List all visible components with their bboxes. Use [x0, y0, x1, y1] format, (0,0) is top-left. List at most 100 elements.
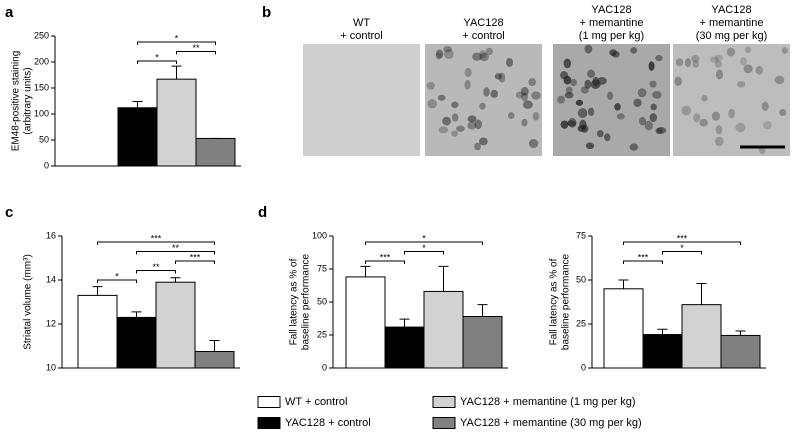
- cell: [528, 139, 539, 149]
- cell: [755, 65, 764, 75]
- cell: [710, 56, 719, 64]
- y-tick-label: 12: [46, 318, 56, 328]
- cell: [715, 125, 723, 135]
- cell: [464, 67, 472, 78]
- cell: [655, 54, 663, 62]
- bar: [642, 334, 683, 369]
- cell: [560, 120, 569, 129]
- cell: [611, 51, 620, 58]
- cell: [577, 125, 587, 132]
- image-caption: + control: [340, 30, 383, 42]
- significance-bracket: [365, 260, 405, 264]
- cell: [474, 142, 481, 151]
- cell: [616, 113, 625, 120]
- image-caption: + memantine: [700, 17, 764, 29]
- significance-bracket: [97, 241, 215, 245]
- bar: [345, 276, 386, 369]
- error-bar: [657, 328, 668, 335]
- cell: [649, 80, 657, 88]
- cell: [735, 122, 746, 133]
- cell: [692, 60, 700, 68]
- cell: [714, 60, 723, 68]
- error-bar: [209, 340, 220, 352]
- cell: [467, 121, 477, 130]
- bar: [194, 351, 235, 369]
- error-bar: [438, 265, 449, 292]
- error-bar: [132, 101, 143, 108]
- cell: [739, 57, 747, 66]
- cell: [781, 46, 788, 54]
- significance-label: ***: [380, 252, 391, 262]
- cell: [629, 143, 639, 151]
- legend-label: YAC128 + memantine (30 mg per kg): [460, 417, 642, 429]
- cell: [570, 78, 577, 87]
- cell: [685, 58, 692, 68]
- image-caption: WT: [353, 17, 370, 29]
- cell: [681, 105, 692, 116]
- y-axis-label: Fall latency as % of: [549, 258, 560, 345]
- cell: [630, 47, 638, 54]
- cell: [715, 69, 724, 80]
- cell: [494, 73, 503, 80]
- panel-label: b: [262, 4, 271, 21]
- y-tick-label: 100: [34, 108, 49, 118]
- cell: [522, 100, 533, 109]
- cell: [584, 44, 593, 54]
- y-tick-label: 10: [46, 362, 56, 372]
- significance-label: **: [152, 262, 160, 272]
- y-tick-label: 0: [581, 362, 586, 372]
- y-tick-label: 0: [44, 160, 49, 170]
- cell: [744, 46, 752, 54]
- bar: [384, 326, 425, 369]
- cell: [507, 112, 515, 120]
- image-caption: YAC128: [463, 17, 503, 29]
- y-tick-label: 0: [322, 362, 327, 372]
- cell: [633, 98, 642, 108]
- bar: [116, 316, 157, 369]
- cell: [467, 115, 477, 123]
- cell: [528, 78, 537, 87]
- legend-swatch: [432, 396, 456, 408]
- significance-label: *: [422, 233, 426, 243]
- cell: [464, 79, 471, 90]
- cell: [691, 55, 700, 63]
- cell: [456, 125, 465, 132]
- cell: [443, 45, 452, 53]
- significance-label: ***: [638, 252, 649, 262]
- cell: [563, 58, 572, 69]
- cell: [597, 76, 607, 85]
- cell: [779, 109, 787, 116]
- cell: [479, 137, 488, 146]
- cell: [577, 108, 588, 118]
- cell: [649, 113, 658, 123]
- y-tick-label: 75: [317, 263, 327, 273]
- cell: [607, 91, 614, 101]
- cell: [762, 121, 772, 130]
- significance-bracket: [176, 51, 216, 55]
- significance-bracket: [175, 260, 215, 264]
- y-tick-label: 150: [34, 82, 49, 92]
- bar: [720, 334, 761, 369]
- cell: [644, 120, 653, 131]
- cell: [728, 108, 735, 119]
- significance-label: ***: [677, 233, 688, 243]
- cell: [774, 75, 785, 85]
- micrograph: [673, 44, 790, 156]
- cell: [438, 126, 449, 134]
- y-tick-label: 250: [34, 30, 49, 40]
- y-axis-label: Fall latency as % of: [289, 258, 300, 345]
- significance-bracket: [136, 270, 176, 274]
- y-tick-label: 100: [312, 230, 327, 240]
- cell: [532, 111, 540, 121]
- significance-bracket: [404, 251, 444, 255]
- image-caption: (30 mg per kg): [696, 30, 768, 42]
- cell: [479, 102, 486, 110]
- y-tick-label: 16: [46, 230, 56, 240]
- significance-label: *: [115, 271, 119, 281]
- cell: [656, 127, 667, 134]
- bar: [156, 78, 197, 167]
- bar: [117, 107, 158, 167]
- panel-label: d: [258, 204, 267, 221]
- cell: [584, 79, 592, 89]
- significance-bracket: [137, 60, 177, 64]
